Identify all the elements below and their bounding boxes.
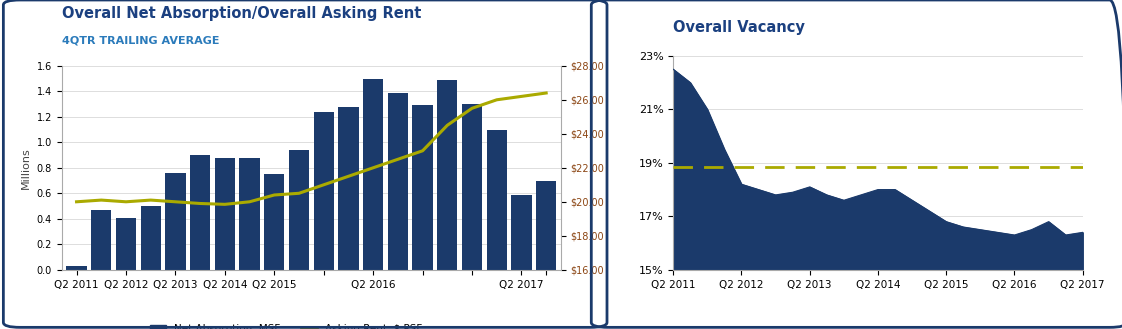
Bar bbox=[165, 173, 185, 270]
Bar bbox=[438, 80, 458, 270]
Y-axis label: Millions: Millions bbox=[21, 147, 31, 189]
Bar bbox=[313, 112, 334, 270]
Bar bbox=[339, 107, 359, 270]
Bar bbox=[364, 79, 384, 270]
Bar bbox=[190, 155, 210, 270]
Bar bbox=[91, 210, 111, 270]
Bar bbox=[512, 194, 532, 270]
Bar bbox=[462, 104, 482, 270]
Legend: Net Absorption, MSF, Asking Rent, $ PSF: Net Absorption, MSF, Asking Rent, $ PSF bbox=[146, 320, 426, 329]
Bar bbox=[116, 217, 136, 270]
Bar bbox=[140, 206, 160, 270]
Bar bbox=[536, 181, 557, 270]
Bar bbox=[239, 158, 259, 270]
Text: 4QTR TRAILING AVERAGE: 4QTR TRAILING AVERAGE bbox=[62, 36, 219, 45]
Bar bbox=[264, 174, 284, 270]
Bar bbox=[214, 158, 234, 270]
Bar bbox=[66, 266, 86, 270]
Text: Overall Vacancy: Overall Vacancy bbox=[673, 19, 806, 35]
Text: Overall Net Absorption/Overall Asking Rent: Overall Net Absorption/Overall Asking Re… bbox=[62, 6, 421, 21]
Bar bbox=[413, 105, 433, 270]
Bar bbox=[487, 130, 507, 270]
Bar bbox=[288, 150, 310, 270]
Bar bbox=[388, 92, 408, 270]
